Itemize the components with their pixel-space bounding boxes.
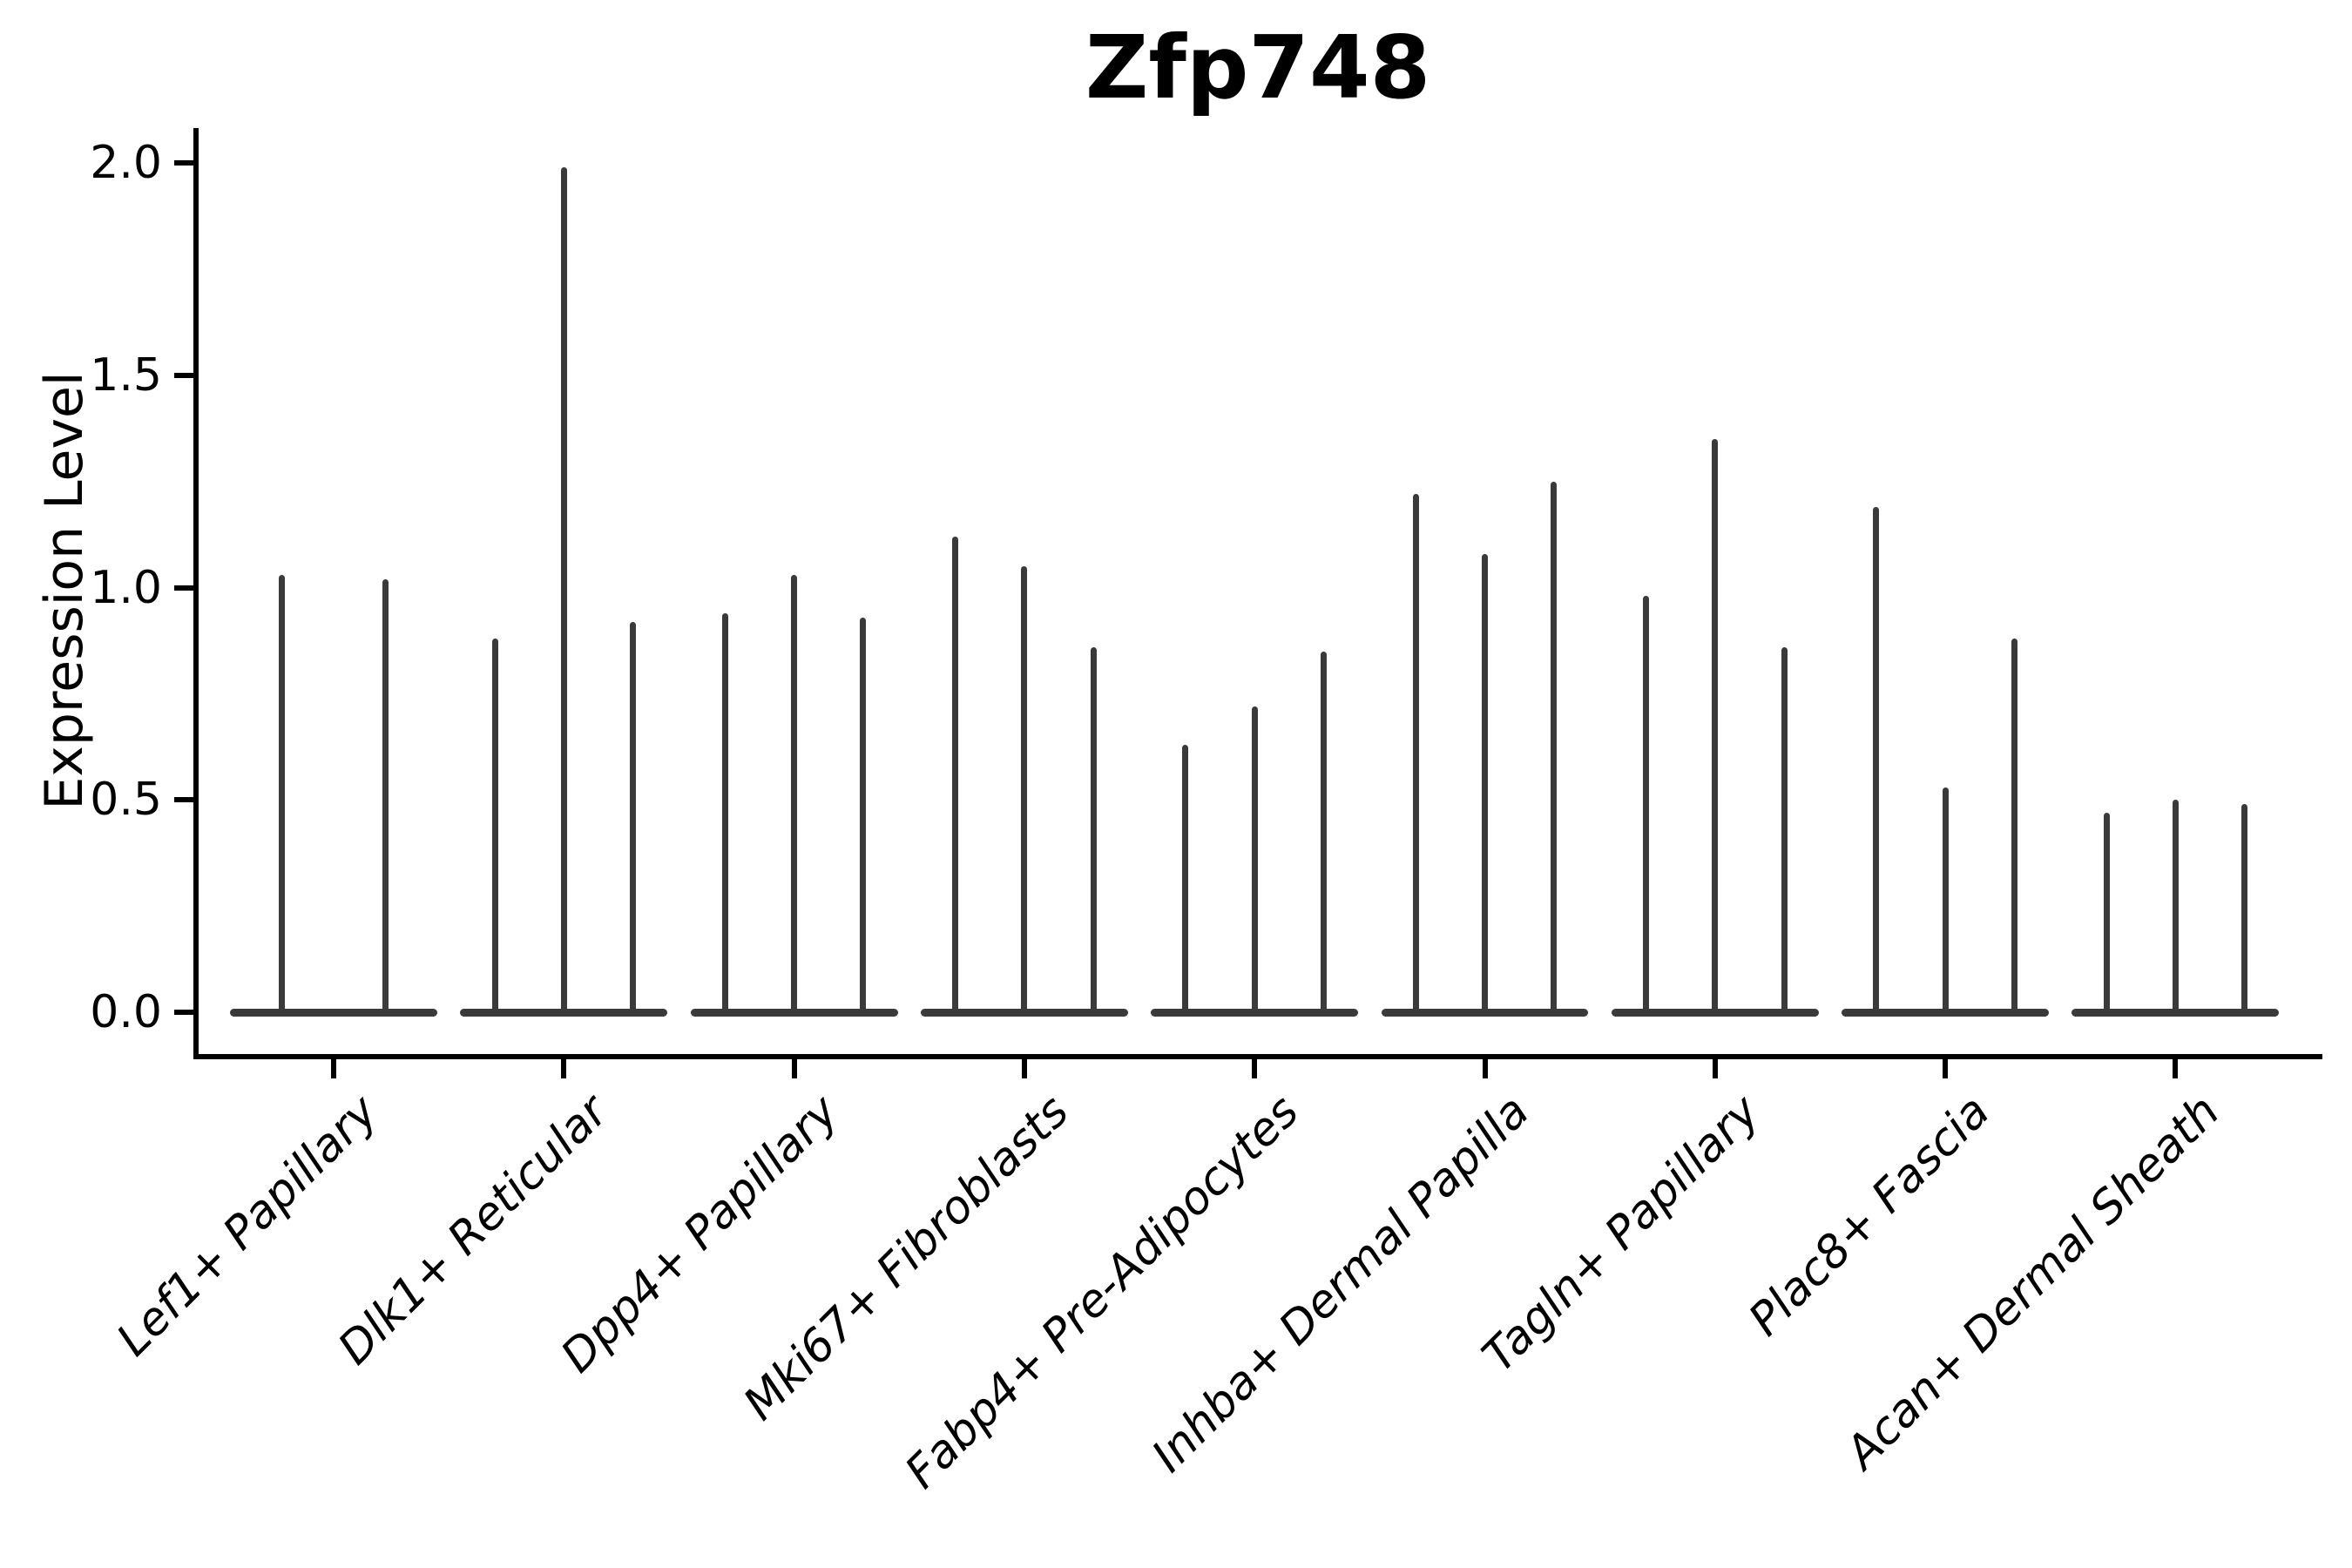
violin-spike bbox=[630, 621, 637, 1014]
violin-spike bbox=[2103, 812, 2110, 1014]
violin-spike bbox=[1482, 553, 1488, 1014]
x-tick bbox=[331, 1059, 336, 1078]
violin-spike bbox=[279, 574, 286, 1014]
x-axis-category-label: Plac8+ Fascia bbox=[1739, 1085, 2000, 1347]
violin-spike bbox=[2241, 804, 2248, 1014]
x-tick bbox=[1943, 1059, 1949, 1078]
y-tick bbox=[174, 797, 193, 803]
x-axis-category-label: Fabp4+ Pre-Adipocytes bbox=[896, 1085, 1309, 1499]
y-tick bbox=[174, 160, 193, 166]
violin-spike bbox=[1021, 566, 1028, 1014]
violin-spike bbox=[491, 639, 498, 1014]
x-axis-spine bbox=[193, 1054, 2322, 1059]
x-tick bbox=[1482, 1059, 1488, 1078]
x-tick bbox=[561, 1059, 567, 1078]
violin-spike bbox=[1320, 651, 1327, 1014]
y-tick-label: 1.5 bbox=[90, 348, 162, 402]
violin-spike bbox=[1781, 646, 1788, 1014]
violin-spike bbox=[1551, 481, 1558, 1014]
violin-spike bbox=[1712, 438, 1719, 1014]
violin-spike bbox=[952, 537, 959, 1014]
y-tick bbox=[174, 372, 193, 378]
x-axis-category-label: Inhba+ Dermal Papilla bbox=[1142, 1085, 1539, 1483]
violin-spike bbox=[2011, 639, 2017, 1014]
violin-spike bbox=[382, 578, 389, 1014]
x-axis-category-label: Acan+ Dermal Sheath bbox=[1835, 1085, 2230, 1479]
violin-spike bbox=[560, 166, 567, 1014]
violin-spike bbox=[1643, 596, 1649, 1014]
violin-spike bbox=[791, 574, 798, 1014]
y-tick-label: 1.0 bbox=[90, 561, 162, 614]
violin-spike bbox=[1873, 506, 1880, 1014]
x-tick bbox=[2173, 1059, 2179, 1078]
y-tick-label: 0.0 bbox=[90, 986, 162, 1038]
x-tick bbox=[1021, 1059, 1027, 1078]
y-axis-label: Expression Level bbox=[34, 371, 95, 810]
violin-spike bbox=[860, 617, 867, 1014]
violin-base bbox=[230, 1008, 437, 1017]
violin-spike bbox=[1942, 787, 1949, 1014]
violin-spike bbox=[1412, 494, 1419, 1014]
violin-spike bbox=[1182, 744, 1189, 1014]
y-axis-spine bbox=[193, 128, 199, 1059]
y-tick bbox=[174, 585, 193, 591]
y-tick-label: 0.5 bbox=[90, 774, 162, 827]
x-tick bbox=[1712, 1059, 1718, 1078]
y-tick bbox=[174, 1010, 193, 1015]
chart-title: Zfp748 bbox=[1085, 17, 1431, 118]
violin-spike bbox=[1251, 706, 1258, 1014]
violin-spike bbox=[2172, 800, 2179, 1014]
violin-spike bbox=[1090, 646, 1097, 1014]
y-tick-label: 2.0 bbox=[90, 137, 162, 189]
violin-spike bbox=[721, 612, 728, 1014]
x-tick bbox=[1252, 1059, 1258, 1078]
x-tick bbox=[791, 1059, 797, 1078]
